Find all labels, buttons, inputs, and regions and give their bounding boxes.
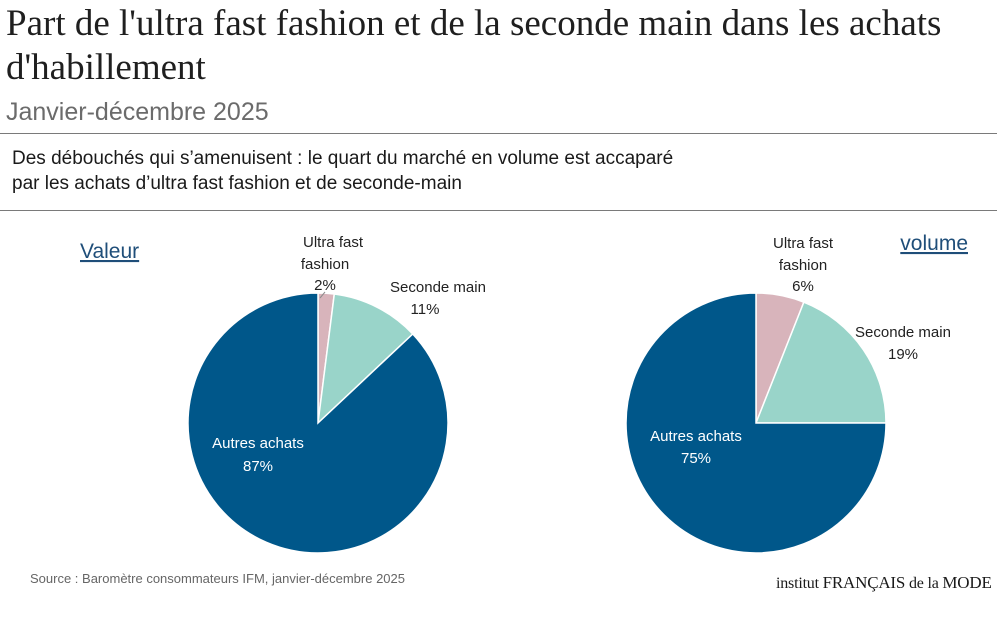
valeur-label-1-line-0: Seconde main: [390, 279, 486, 296]
valeur-label-2-line-0: Autres achats: [212, 435, 304, 452]
volume-label-2-line-0: Autres achats: [650, 428, 742, 445]
volume-label-0-line-1: fashion: [779, 257, 827, 274]
valeur-label-0-line-1: fashion: [301, 256, 349, 273]
volume-slice-2: [625, 292, 887, 554]
source-note: Source : Baromètre consommateurs IFM, ja…: [30, 571, 405, 586]
volume-slice-1: [754, 301, 887, 424]
valeur-slice-2: [187, 292, 449, 554]
volume-label-1-line-0: Seconde main: [855, 324, 951, 341]
divider-top: [0, 133, 997, 134]
description-line-2: par les achats d’ultra fast fashion et d…: [12, 173, 462, 194]
page-subtitle: Janvier-décembre 2025: [6, 98, 269, 126]
volume-label-0-line-0: Ultra fast: [773, 235, 834, 252]
valeur-label-0-line-0: Ultra fast: [303, 234, 364, 251]
logo-caps-1: FRANÇAIS: [822, 573, 906, 592]
chart-description: Des débouchés qui s’amenuisent : le quar…: [12, 146, 772, 196]
volume-chart-title: volume: [900, 232, 968, 255]
valeur-data-label-1: 11%: [411, 301, 440, 318]
page-title: Part de l'ultra fast fashion et de la se…: [6, 3, 942, 88]
volume-data-label-1: 19%: [888, 346, 918, 363]
valeur-data-label-0: 2%: [314, 277, 336, 294]
divider-bottom: [0, 210, 997, 211]
volume-data-label-2: 75%: [681, 450, 711, 467]
description-line-1: Des débouchés qui s’amenuisent : le quar…: [12, 148, 674, 169]
valeur-slice-1: [316, 293, 414, 425]
valeur-leader-line: [319, 291, 326, 299]
logo-part-2: de la: [905, 575, 943, 592]
ifm-logo: institut FRANÇAIS de la MODE: [776, 573, 992, 593]
logo-part-1: institut: [776, 575, 823, 592]
valeur-data-label-2: 87%: [243, 458, 273, 475]
volume-data-label-0: 6%: [792, 278, 814, 295]
logo-caps-2: MODE: [942, 573, 992, 592]
valeur-chart-title: Valeur: [80, 240, 139, 263]
